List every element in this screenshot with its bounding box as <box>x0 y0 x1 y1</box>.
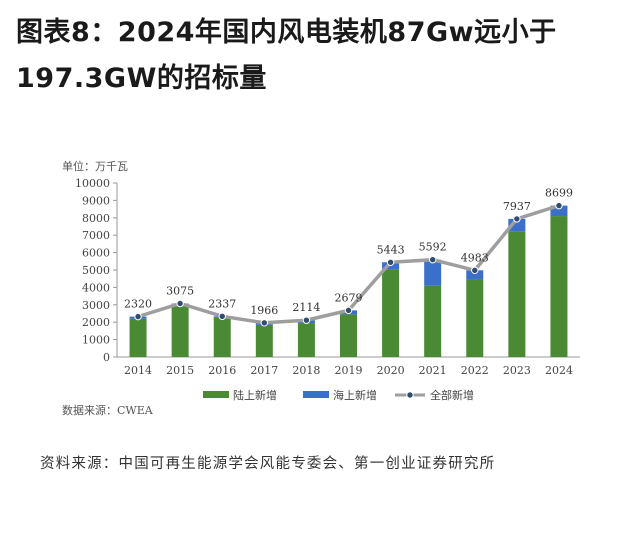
legend-label-onshore: 陆上新增 <box>233 388 277 402</box>
data-source: 数据来源：CWEA <box>62 404 153 417</box>
x-tick-label: 2020 <box>377 364 405 377</box>
x-tick-label: 2024 <box>545 364 573 377</box>
x-tick-label: 2019 <box>335 364 363 377</box>
y-tick-label: 9000 <box>82 194 110 207</box>
y-tick-label: 8000 <box>82 212 110 225</box>
bar-onshore <box>129 318 147 357</box>
bar-offshore <box>466 270 484 280</box>
x-tick-label: 2017 <box>250 364 278 377</box>
bar-onshore <box>424 285 442 357</box>
total-point <box>260 319 269 327</box>
total-point <box>344 306 353 315</box>
bar-onshore <box>550 216 568 357</box>
bar-onshore <box>466 279 484 357</box>
total-point <box>471 266 479 274</box>
legend-swatch-offshore <box>303 391 329 398</box>
bar-onshore <box>382 269 400 357</box>
data-label: 3075 <box>166 284 194 297</box>
legend-label-offshore: 海上新增 <box>333 388 377 402</box>
total-point <box>428 255 437 264</box>
y-tick-label: 0 <box>103 351 110 364</box>
x-tick-label: 2015 <box>166 364 194 377</box>
title-line-2: 197.3GW的招标量 <box>16 63 267 94</box>
x-tick-label: 2016 <box>208 364 236 377</box>
source-note: 资料来源：中国可再生能源学会风能专委会、第一创业证券研究所 <box>40 456 496 472</box>
bar-onshore <box>255 324 273 357</box>
y-tick-label: 3000 <box>82 299 110 312</box>
bar-onshore <box>340 314 357 357</box>
bar-onshore <box>171 306 189 357</box>
y-tick-label: 6000 <box>82 247 110 260</box>
total-point <box>218 312 226 321</box>
bar-onshore <box>508 231 526 357</box>
y-tick-label: 4000 <box>82 281 110 294</box>
total-point <box>302 316 311 324</box>
total-point <box>134 312 142 321</box>
data-label: 1966 <box>250 304 278 317</box>
data-label: 4983 <box>461 251 489 264</box>
y-tick-label: 2000 <box>82 316 110 329</box>
data-label: 2337 <box>208 297 236 310</box>
y-tick-label: 7000 <box>82 229 110 242</box>
title-line-1: 图表8：2024年国内风电装机87Gw远小于 <box>16 17 557 48</box>
data-label: 2679 <box>335 291 363 304</box>
x-tick-label: 2014 <box>124 364 152 377</box>
y-tick-label: 10000 <box>75 177 110 190</box>
unit-label: 单位：万千瓦 <box>62 160 128 173</box>
x-tick-label: 2021 <box>419 364 447 377</box>
data-label: 5592 <box>419 241 447 254</box>
total-line <box>137 203 560 325</box>
total-point <box>176 299 184 308</box>
bar-offshore <box>424 259 442 286</box>
page-title: 图表8：2024年国内风电装机87Gw远小于 197.3GW的招标量 <box>16 10 626 102</box>
x-tick-label: 2022 <box>461 364 489 377</box>
total-point <box>555 201 563 210</box>
x-tick-label: 2018 <box>292 364 320 377</box>
bar-offshore <box>550 205 568 217</box>
legend-label-total: 全部新增 <box>430 388 474 402</box>
legend-marker-total <box>406 391 414 399</box>
data-label: 7937 <box>503 200 531 213</box>
x-tick-label: 2023 <box>503 364 531 377</box>
total-point <box>386 258 395 266</box>
y-tick-label: 5000 <box>82 264 110 277</box>
data-label: 8699 <box>545 187 573 200</box>
data-label: 5443 <box>377 243 405 256</box>
data-label: 2114 <box>292 301 320 314</box>
bar-onshore <box>213 317 231 357</box>
bar-onshore <box>297 323 315 357</box>
data-label: 2320 <box>124 298 152 311</box>
total-point <box>513 215 521 223</box>
legend-swatch-onshore <box>203 391 229 398</box>
y-tick-label: 1000 <box>82 334 110 347</box>
